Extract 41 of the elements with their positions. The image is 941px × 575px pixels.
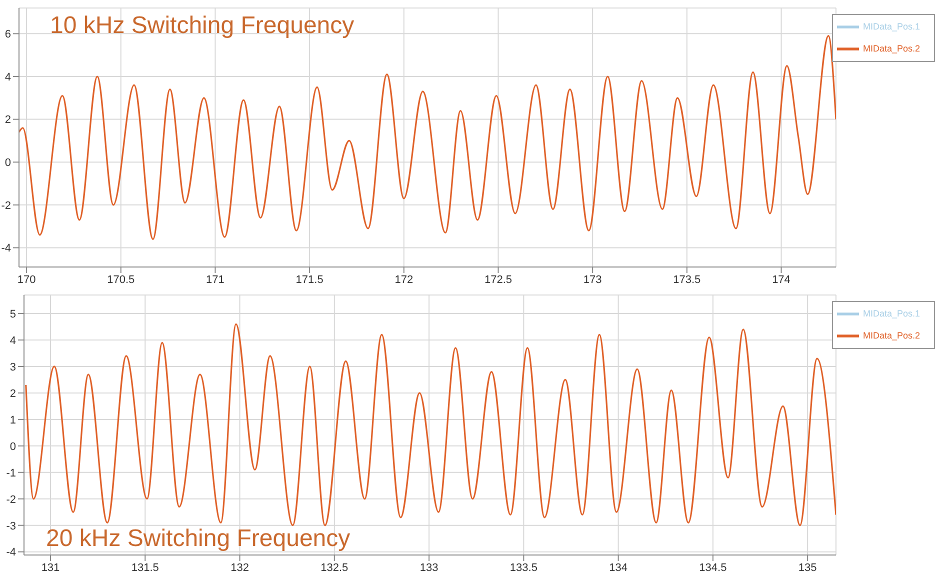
x-tick-label: 171.5 — [296, 274, 324, 286]
x-tick-label: 170.5 — [107, 274, 135, 286]
legend-label: MIData_Pos.1 — [862, 308, 920, 318]
x-tick-label: 171 — [206, 274, 224, 286]
y-tick-label: 2 — [4, 114, 11, 126]
x-tick-label: 131 — [41, 562, 60, 574]
y-tick-label: 4 — [10, 334, 16, 347]
y-tick-label: -2 — [1, 200, 11, 212]
y-tick-label: 0 — [10, 440, 16, 453]
y-tick-label: 6 — [4, 28, 11, 41]
x-tick-label: 133 — [420, 562, 438, 574]
x-tick-label: 174 — [772, 274, 790, 286]
x-tick-label: 134 — [609, 562, 628, 574]
legend-label: MIData_Pos.1 — [862, 21, 920, 32]
x-tick-label: 172.5 — [484, 274, 512, 286]
y-tick-label: -1 — [6, 467, 16, 480]
y-tick-label: 1 — [10, 414, 16, 426]
x-tick-label: 173 — [583, 274, 602, 286]
x-tick-label: 172 — [394, 274, 414, 286]
x-tick-label: 132.5 — [320, 562, 348, 574]
legend-label: MIData_Pos.2 — [862, 43, 920, 54]
x-tick-label: 131.5 — [131, 562, 159, 574]
x-tick-label: 173.5 — [673, 274, 701, 286]
x-tick-label: 134.5 — [699, 562, 727, 574]
y-tick-label: -2 — [6, 494, 16, 506]
legend-label: MIData_Pos.2 — [862, 330, 920, 340]
y-tick-label: -4 — [1, 242, 11, 255]
y-tick-label: 2 — [10, 388, 16, 400]
y-tick-label: 5 — [10, 308, 16, 320]
y-tick-label: 4 — [4, 71, 11, 84]
line-series — [25, 323, 836, 526]
x-tick-label: 170 — [17, 274, 36, 286]
text: 20 kHz Switching Frequency — [46, 525, 350, 553]
y-tick-label: 3 — [10, 361, 16, 374]
y-tick-label: 0 — [4, 157, 11, 170]
x-tick-label: 133.5 — [510, 562, 538, 574]
y-tick-label: -3 — [6, 520, 16, 532]
y-tick-label: -4 — [6, 546, 16, 559]
x-tick-label: 132 — [230, 562, 249, 574]
chart-title: 10 kHz Switching Frequency — [50, 12, 354, 40]
x-tick-label: 135 — [798, 562, 817, 574]
